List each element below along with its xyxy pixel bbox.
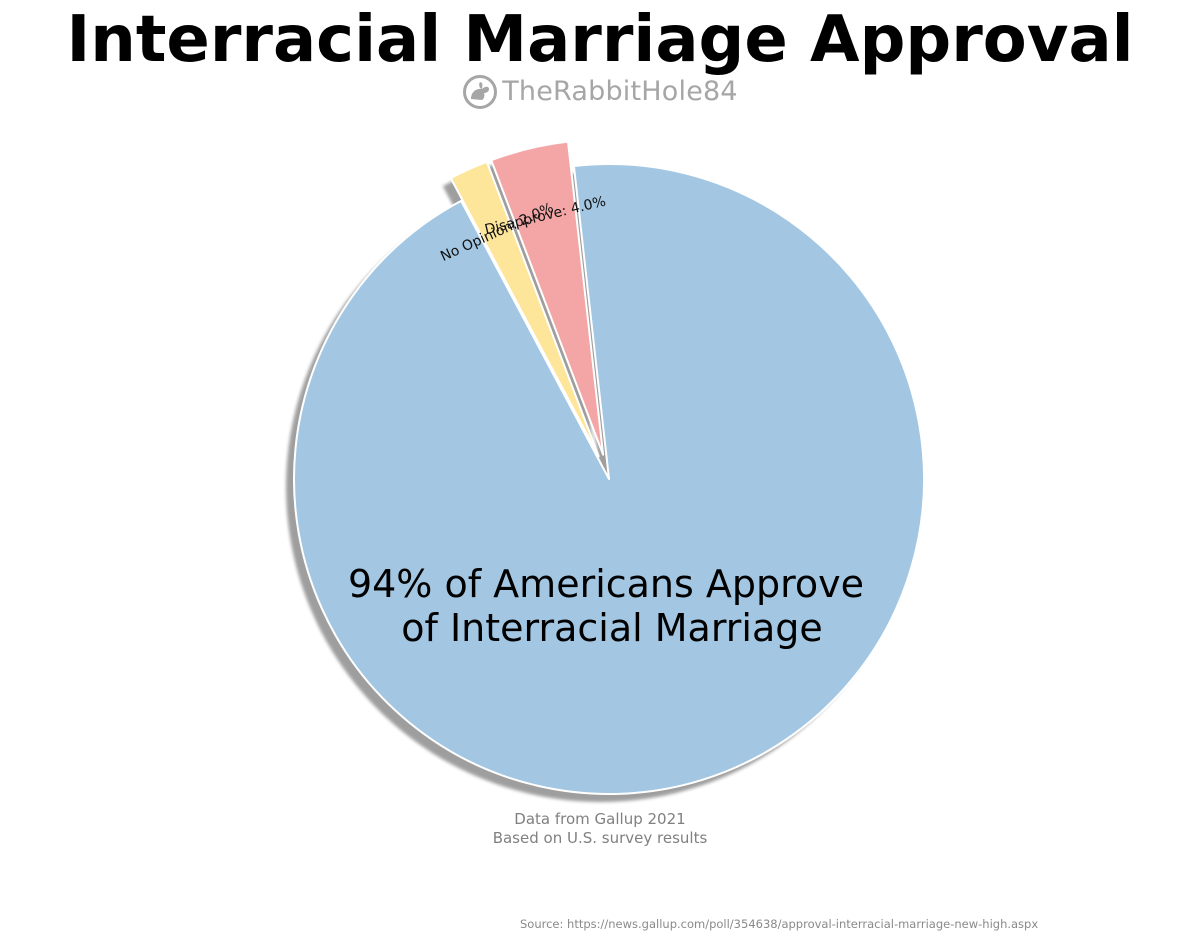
pie-slice-disapprove — [490, 140, 605, 456]
chart-title: Interracial Marriage Approval — [66, 3, 1134, 77]
watermark-text: TheRabbitHole84 — [502, 76, 738, 107]
data-note-line-2: Based on U.S. survey results — [492, 829, 708, 847]
rabbit-logo-icon — [463, 75, 498, 109]
pie-slices — [293, 140, 925, 795]
center-annotation-line-1: 94% of Americans Approve — [348, 562, 864, 606]
data-note-line-1: Data from Gallup 2021 — [514, 810, 686, 828]
watermark: TheRabbitHole84 — [0, 72, 1200, 122]
center-annotation: 94% of Americans Approve of Interracial … — [348, 562, 864, 650]
source-citation: Source: https://news.gallup.com/poll/354… — [520, 917, 1039, 931]
pie-slice-no-opinion — [449, 160, 600, 458]
center-annotation-line-2: of Interracial Marriage — [401, 606, 823, 650]
data-note: Data from Gallup 2021 Based on U.S. surv… — [0, 810, 1200, 848]
pie-slice-approve — [293, 163, 925, 795]
